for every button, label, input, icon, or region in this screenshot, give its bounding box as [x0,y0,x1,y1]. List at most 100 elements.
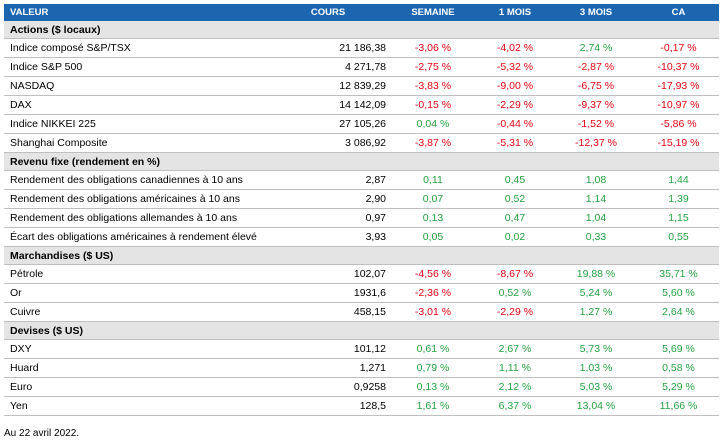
row-mois3: 1,08 [554,170,638,190]
row-mois1: 0,02 [476,227,554,247]
row-semaine: 0,13 [390,208,476,228]
section-title: Revenu fixe (rendement en %) [4,152,719,171]
table-row: Rendement des obligations allemandes à 1… [4,208,719,228]
row-semaine: 0,04 % [390,114,476,134]
row-name: Écart des obligations américaines à rend… [4,227,266,247]
table-row: Indice S&P 500 4 271,78 -2,75 % -5,32 % -2,8… [4,57,719,77]
row-mois1: -9,00 % [476,76,554,96]
row-ca: -10,37 % [638,57,719,77]
table-body: Actions ($ locaux) Indice composé S&P/TSX… [4,21,719,416]
row-ca: 0,58 % [638,358,719,378]
row-cours: 128,5 [266,396,390,416]
row-name: Yen [4,396,266,416]
row-ca: 35,71 % [638,264,719,284]
section-row: Devises ($ US) [4,321,719,340]
row-mois3: -9,37 % [554,95,638,115]
footnote: Au 22 avril 2022. [4,428,80,439]
table-row: Indice composé S&P/TSX 21 186,38 -3,06 % -4… [4,38,719,58]
section-row: Marchandises ($ US) [4,246,719,265]
row-name: Huard [4,358,266,378]
row-semaine: -2,75 % [390,57,476,77]
section-title: Marchandises ($ US) [4,246,719,265]
row-cours: 21 186,38 [266,38,390,58]
row-mois3: 1,27 % [554,302,638,322]
row-name: DAX [4,95,266,115]
row-semaine: -4,56 % [390,264,476,284]
table-row: Euro 0,9258 0,13 % 2,12 % 5,03 % 5,29 % [4,377,719,397]
row-mois3: 5,24 % [554,283,638,303]
header-1-mois: 1 MOIS [476,4,554,21]
row-semaine: 0,13 % [390,377,476,397]
row-name: Or [4,283,266,303]
header-ca: CA [638,4,719,21]
row-cours: 0,9258 [266,377,390,397]
row-semaine: 0,07 [390,189,476,209]
table-row: Yen 128,5 1,61 % 6,37 % 13,04 % 11,66 % [4,396,719,416]
row-mois3: 5,03 % [554,377,638,397]
row-mois1: -0,44 % [476,114,554,134]
row-ca: 1,15 [638,208,719,228]
row-ca: 2,64 % [638,302,719,322]
row-ca: -0,17 % [638,38,719,58]
row-semaine: 0,79 % [390,358,476,378]
row-ca: -17,93 % [638,76,719,96]
table-row: Cuivre 458,15 -3,01 % -2,29 % 1,27 % 2,64 % [4,302,719,322]
row-name: Rendement des obligations allemandes à 1… [4,208,266,228]
table-row: Shanghai Composite 3 086,92 -3,87 % -5,31 %… [4,133,719,153]
row-mois1: 0,52 % [476,283,554,303]
row-mois1: -4,02 % [476,38,554,58]
row-semaine: -3,83 % [390,76,476,96]
row-name: Shanghai Composite [4,133,266,153]
row-cours: 458,15 [266,302,390,322]
table-row: NASDAQ 12 839,29 -3,83 % -9,00 % -6,75 % -17,… [4,76,719,96]
row-mois1: 0,47 [476,208,554,228]
section-row: Actions ($ locaux) [4,21,719,39]
row-cours: 1,271 [266,358,390,378]
row-ca: -10,97 % [638,95,719,115]
row-semaine: 0,05 [390,227,476,247]
row-cours: 102,07 [266,264,390,284]
row-semaine: 0,61 % [390,339,476,359]
row-ca: 5,69 % [638,339,719,359]
row-semaine: 0,11 [390,170,476,190]
row-mois3: 13,04 % [554,396,638,416]
row-name: Indice S&P 500 [4,57,266,77]
row-name: Indice composé S&P/TSX [4,38,266,58]
row-mois3: 19,88 % [554,264,638,284]
table-row: DAX 14 142,09 -0,15 % -2,29 % -9,37 % -10,97 … [4,95,719,115]
row-ca: 5,60 % [638,283,719,303]
row-semaine: -2,36 % [390,283,476,303]
table-header-row: VALEUR COURS SEMAINE 1 MOIS 3 MOIS CA [4,4,719,21]
row-cours: 2,87 [266,170,390,190]
header-3-mois: 3 MOIS [554,4,638,21]
row-name: Pétrole [4,264,266,284]
row-cours: 1931,6 [266,283,390,303]
row-semaine: -3,01 % [390,302,476,322]
row-mois1: 1,11 % [476,358,554,378]
row-mois1: -8,67 % [476,264,554,284]
row-mois3: 1,03 % [554,358,638,378]
section-title: Devises ($ US) [4,321,719,340]
row-semaine: -3,06 % [390,38,476,58]
row-ca: -5,86 % [638,114,719,134]
row-mois1: 6,37 % [476,396,554,416]
market-table: VALEUR COURS SEMAINE 1 MOIS 3 MOIS CA Ac… [4,4,719,416]
row-name: Rendement des obligations canadiennes à … [4,170,266,190]
row-cours: 27 105,26 [266,114,390,134]
row-ca: 11,66 % [638,396,719,416]
row-ca: 0,55 [638,227,719,247]
header-cours: COURS [266,4,390,21]
row-cours: 2,90 [266,189,390,209]
row-name: DXY [4,339,266,359]
row-mois1: -5,32 % [476,57,554,77]
row-cours: 0,97 [266,208,390,228]
row-cours: 12 839,29 [266,76,390,96]
row-name: NASDAQ [4,76,266,96]
section-title: Actions ($ locaux) [4,21,719,39]
header-valeur: VALEUR [4,4,266,21]
row-ca: 1,44 [638,170,719,190]
row-mois3: -2,87 % [554,57,638,77]
row-mois3: 0,33 [554,227,638,247]
row-ca: 1,39 [638,189,719,209]
